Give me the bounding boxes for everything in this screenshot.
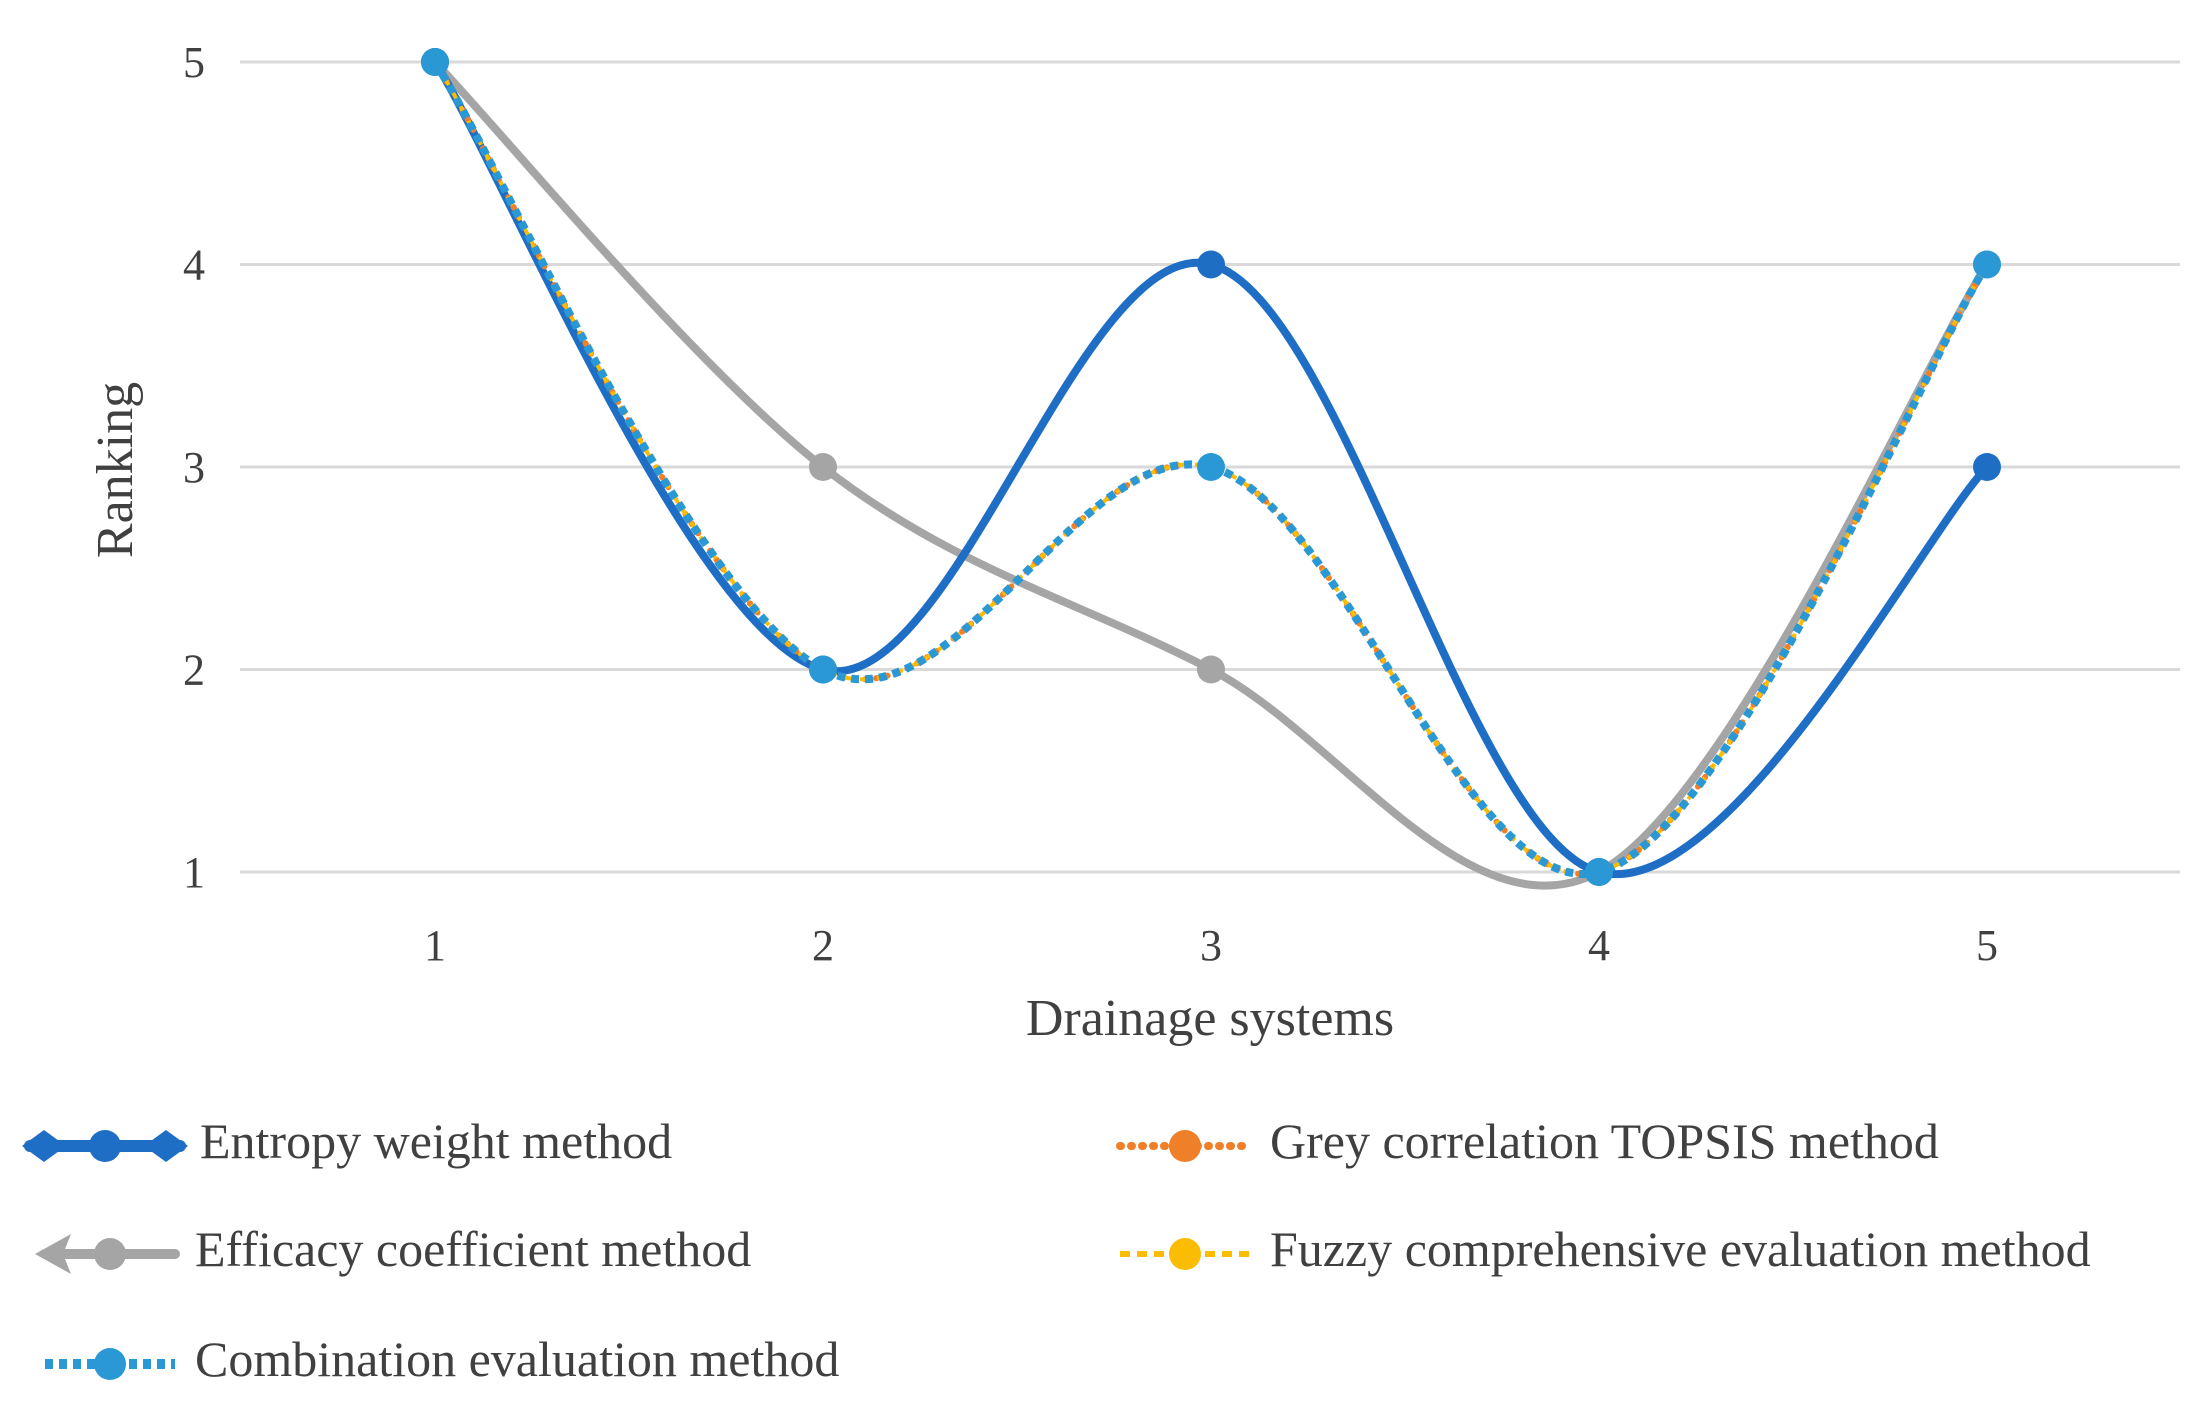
series-1-point-2 <box>809 453 837 481</box>
series-line-4 <box>431 59 1991 878</box>
legend-diamond-icon <box>22 1130 66 1162</box>
x-tick-label: 5 <box>1976 921 1998 970</box>
series-4-point-2 <box>809 655 837 684</box>
legend-item-3: Fuzzy comprehensive evaluation method <box>1120 1221 2091 1277</box>
series-4-point-3 <box>1197 453 1225 481</box>
series-1-point-3 <box>1197 655 1225 684</box>
y-tick-label: 5 <box>183 38 205 87</box>
legend-marker-0 <box>89 1130 121 1162</box>
legend-item-0: Entropy weight method <box>22 1113 672 1169</box>
legend-label-2: Grey correlation TOPSIS method <box>1270 1113 1939 1169</box>
series-line-1 <box>431 58 1991 890</box>
legend-label-4: Combination evaluation method <box>195 1331 839 1387</box>
x-axis-title: Drainage systems <box>1026 990 1394 1047</box>
x-tick-label: 2 <box>812 921 834 970</box>
x-tick-label: 4 <box>1588 921 1610 970</box>
series-4-point-5 <box>1973 250 2001 279</box>
legend-marker-3 <box>1169 1238 1201 1270</box>
y-tick-label: 2 <box>183 646 205 695</box>
legend-label-3: Fuzzy comprehensive evaluation method <box>1270 1221 2091 1277</box>
series-4-point-1 <box>421 48 449 76</box>
legend-marker-4 <box>94 1348 126 1380</box>
tick-labels: 1 2 3 4 5 1 2 3 4 5 <box>183 38 1998 970</box>
series-0-point-5 <box>1973 453 2001 481</box>
legend: Entropy weight method Efficacy coefficien… <box>22 1113 2091 1387</box>
legend-item-1: Efficacy coefficient method <box>35 1221 751 1277</box>
legend-diamond-icon <box>144 1130 188 1162</box>
series-0-point-3 <box>1197 250 1225 279</box>
legend-marker-1 <box>94 1238 126 1270</box>
x-tick-label: 3 <box>1200 921 1222 970</box>
legend-label-1: Efficacy coefficient method <box>195 1221 751 1277</box>
legend-arrow-icon <box>35 1234 71 1274</box>
series-markers <box>421 48 2001 886</box>
series-4-point-4 <box>1585 858 1613 886</box>
y-tick-label: 3 <box>183 443 205 492</box>
legend-item-2: Grey correlation TOPSIS method <box>1116 1113 1939 1169</box>
y-axis-title: Ranking <box>87 382 144 558</box>
y-tick-label: 4 <box>183 241 205 290</box>
legend-marker-2 <box>1169 1130 1201 1162</box>
x-tick-label: 1 <box>424 921 446 970</box>
legend-label-0: Entropy weight method <box>200 1113 672 1169</box>
y-tick-label: 1 <box>183 848 205 897</box>
legend-item-4: Combination evaluation method <box>45 1331 839 1387</box>
